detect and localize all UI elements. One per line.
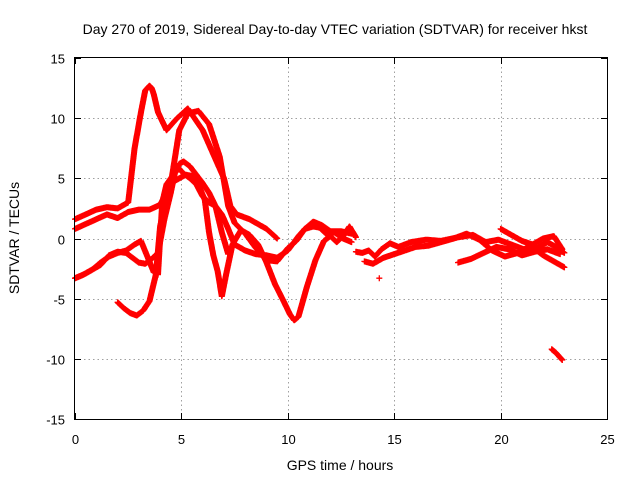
point-marks bbox=[114, 171, 359, 324]
y-tick-label: 15 bbox=[51, 52, 65, 67]
y-tick-label: -5 bbox=[53, 293, 65, 308]
point-marks bbox=[548, 346, 566, 363]
series-track-7 bbox=[361, 230, 568, 271]
point-marks bbox=[497, 225, 566, 253]
x-tick-label: 25 bbox=[600, 432, 614, 447]
y-axis-label: SDTVAR / TECUs bbox=[6, 182, 22, 294]
series-track-10 bbox=[548, 346, 566, 363]
x-tick-label: 5 bbox=[178, 432, 185, 447]
series-isolated bbox=[372, 253, 383, 282]
series-track-9 bbox=[497, 225, 566, 253]
series-track-5 bbox=[114, 171, 359, 324]
x-axis-label: GPS time / hours bbox=[287, 457, 394, 473]
x-tick-label: 20 bbox=[494, 432, 508, 447]
y-tick-label: -15 bbox=[46, 413, 65, 428]
series-track-8 bbox=[455, 243, 564, 266]
point-marks bbox=[361, 230, 568, 271]
y-tick-label: 5 bbox=[58, 172, 65, 187]
y-tick-label: 10 bbox=[51, 112, 65, 127]
point-marks bbox=[455, 243, 564, 266]
axes: 0 5 10 15 20 25 15 10 5 0 -5 -10 -15 bbox=[46, 52, 615, 448]
x-tick-label: 15 bbox=[387, 432, 401, 447]
chart-title: Day 270 of 2019, Sidereal Day-to-day VTE… bbox=[83, 21, 588, 37]
point-marks bbox=[372, 253, 383, 282]
y-tick-label: 0 bbox=[58, 233, 65, 248]
y-tick-label: -10 bbox=[46, 353, 65, 368]
data-points bbox=[72, 82, 568, 363]
x-tick-label: 10 bbox=[281, 432, 295, 447]
x-tick-label: 0 bbox=[72, 432, 79, 447]
plot-frame bbox=[74, 57, 608, 420]
